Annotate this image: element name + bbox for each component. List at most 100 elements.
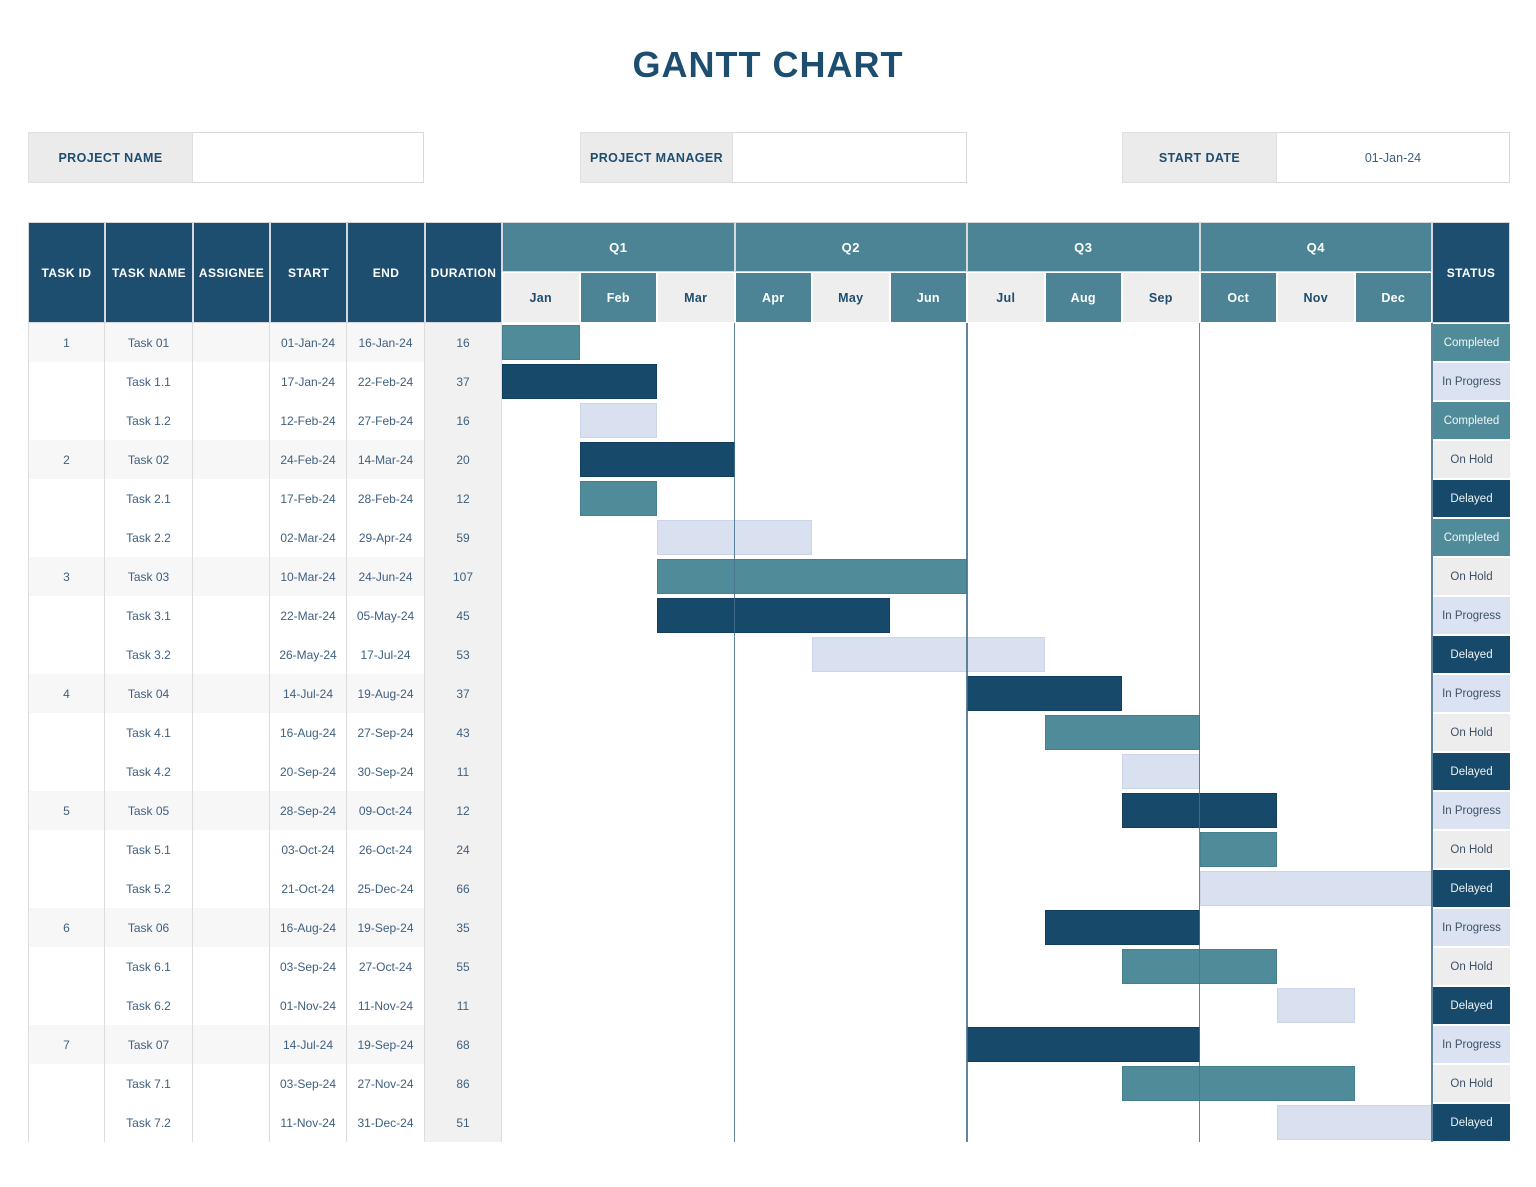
duration-cell[interactable]: 37 (425, 362, 502, 401)
task-name-cell[interactable]: Task 3.1 (105, 596, 193, 635)
assignee-cell[interactable] (193, 518, 270, 557)
start-cell[interactable]: 20-Sep-24 (270, 752, 347, 791)
status-badge[interactable]: Delayed (1432, 1103, 1510, 1142)
task-id-cell[interactable]: 7 (28, 1025, 105, 1064)
status-badge[interactable]: In Progress (1432, 362, 1510, 401)
task-id-cell[interactable] (28, 401, 105, 440)
duration-cell[interactable]: 43 (425, 713, 502, 752)
end-cell[interactable]: 27-Nov-24 (347, 1064, 425, 1103)
start-cell[interactable]: 11-Nov-24 (270, 1103, 347, 1142)
status-badge[interactable]: On Hold (1432, 440, 1510, 479)
task-name-cell[interactable]: Task 6.1 (105, 947, 193, 986)
assignee-cell[interactable] (193, 752, 270, 791)
task-id-cell[interactable] (28, 1103, 105, 1142)
task-name-cell[interactable]: Task 07 (105, 1025, 193, 1064)
end-cell[interactable]: 05-May-24 (347, 596, 425, 635)
start-cell[interactable]: 17-Jan-24 (270, 362, 347, 401)
start-cell[interactable]: 02-Mar-24 (270, 518, 347, 557)
duration-cell[interactable]: 66 (425, 869, 502, 908)
duration-cell[interactable]: 16 (425, 323, 502, 362)
start-cell[interactable]: 22-Mar-24 (270, 596, 347, 635)
start-cell[interactable]: 17-Feb-24 (270, 479, 347, 518)
end-cell[interactable]: 24-Jun-24 (347, 557, 425, 596)
task-name-cell[interactable]: Task 7.1 (105, 1064, 193, 1103)
assignee-cell[interactable] (193, 1103, 270, 1142)
status-badge[interactable]: In Progress (1432, 1025, 1510, 1064)
duration-cell[interactable]: 45 (425, 596, 502, 635)
assignee-cell[interactable] (193, 947, 270, 986)
status-badge[interactable]: In Progress (1432, 674, 1510, 713)
task-id-cell[interactable] (28, 986, 105, 1025)
task-id-cell[interactable]: 3 (28, 557, 105, 596)
task-id-cell[interactable] (28, 947, 105, 986)
task-name-cell[interactable]: Task 6.2 (105, 986, 193, 1025)
status-badge[interactable]: Completed (1432, 401, 1510, 440)
end-cell[interactable]: 16-Jan-24 (347, 323, 425, 362)
assignee-cell[interactable] (193, 440, 270, 479)
status-badge[interactable]: Delayed (1432, 479, 1510, 518)
assignee-cell[interactable] (193, 635, 270, 674)
duration-cell[interactable]: 11 (425, 986, 502, 1025)
end-cell[interactable]: 30-Sep-24 (347, 752, 425, 791)
end-cell[interactable]: 28-Feb-24 (347, 479, 425, 518)
status-badge[interactable]: On Hold (1432, 947, 1510, 986)
status-badge[interactable]: On Hold (1432, 1064, 1510, 1103)
start-cell[interactable]: 03-Sep-24 (270, 1064, 347, 1103)
assignee-cell[interactable] (193, 986, 270, 1025)
status-badge[interactable]: Completed (1432, 518, 1510, 557)
end-cell[interactable]: 19-Sep-24 (347, 1025, 425, 1064)
assignee-cell[interactable] (193, 401, 270, 440)
end-cell[interactable]: 29-Apr-24 (347, 518, 425, 557)
project-manager-input[interactable] (733, 132, 967, 183)
status-badge[interactable]: In Progress (1432, 596, 1510, 635)
start-cell[interactable]: 16-Aug-24 (270, 713, 347, 752)
task-name-cell[interactable]: Task 7.2 (105, 1103, 193, 1142)
task-name-cell[interactable]: Task 02 (105, 440, 193, 479)
status-badge[interactable]: Delayed (1432, 752, 1510, 791)
task-id-cell[interactable] (28, 830, 105, 869)
task-id-cell[interactable] (28, 362, 105, 401)
assignee-cell[interactable] (193, 869, 270, 908)
task-id-cell[interactable] (28, 752, 105, 791)
duration-cell[interactable]: 12 (425, 791, 502, 830)
task-name-cell[interactable]: Task 05 (105, 791, 193, 830)
status-badge[interactable]: In Progress (1432, 908, 1510, 947)
end-cell[interactable]: 09-Oct-24 (347, 791, 425, 830)
task-name-cell[interactable]: Task 1.1 (105, 362, 193, 401)
end-cell[interactable]: 27-Feb-24 (347, 401, 425, 440)
assignee-cell[interactable] (193, 479, 270, 518)
assignee-cell[interactable] (193, 362, 270, 401)
end-cell[interactable]: 22-Feb-24 (347, 362, 425, 401)
assignee-cell[interactable] (193, 323, 270, 362)
end-cell[interactable]: 19-Aug-24 (347, 674, 425, 713)
task-name-cell[interactable]: Task 2.1 (105, 479, 193, 518)
status-badge[interactable]: Completed (1432, 323, 1510, 362)
task-id-cell[interactable]: 5 (28, 791, 105, 830)
end-cell[interactable]: 27-Sep-24 (347, 713, 425, 752)
duration-cell[interactable]: 51 (425, 1103, 502, 1142)
task-name-cell[interactable]: Task 5.1 (105, 830, 193, 869)
duration-cell[interactable]: 20 (425, 440, 502, 479)
assignee-cell[interactable] (193, 674, 270, 713)
start-cell[interactable]: 10-Mar-24 (270, 557, 347, 596)
duration-cell[interactable]: 59 (425, 518, 502, 557)
end-cell[interactable]: 27-Oct-24 (347, 947, 425, 986)
start-date-input[interactable]: 01-Jan-24 (1277, 132, 1510, 183)
task-name-cell[interactable]: Task 1.2 (105, 401, 193, 440)
task-name-cell[interactable]: Task 01 (105, 323, 193, 362)
task-id-cell[interactable] (28, 1064, 105, 1103)
task-id-cell[interactable] (28, 596, 105, 635)
start-cell[interactable]: 28-Sep-24 (270, 791, 347, 830)
start-cell[interactable]: 03-Sep-24 (270, 947, 347, 986)
start-cell[interactable]: 16-Aug-24 (270, 908, 347, 947)
task-name-cell[interactable]: Task 2.2 (105, 518, 193, 557)
duration-cell[interactable]: 86 (425, 1064, 502, 1103)
end-cell[interactable]: 11-Nov-24 (347, 986, 425, 1025)
task-id-cell[interactable]: 1 (28, 323, 105, 362)
task-name-cell[interactable]: Task 04 (105, 674, 193, 713)
assignee-cell[interactable] (193, 908, 270, 947)
end-cell[interactable]: 19-Sep-24 (347, 908, 425, 947)
duration-cell[interactable]: 68 (425, 1025, 502, 1064)
duration-cell[interactable]: 37 (425, 674, 502, 713)
assignee-cell[interactable] (193, 830, 270, 869)
